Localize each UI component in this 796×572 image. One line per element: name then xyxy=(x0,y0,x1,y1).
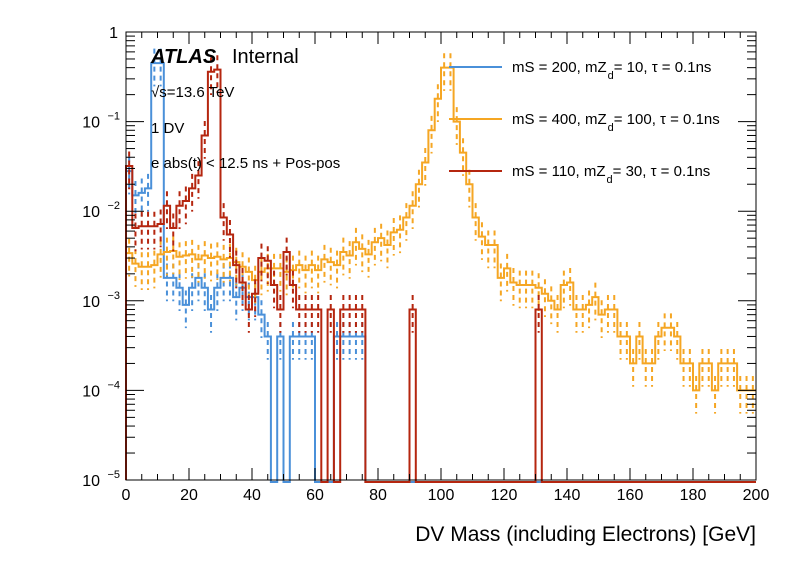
y-tick-exponent: −5 xyxy=(107,469,120,481)
legend-label: mS = 110, mZ xyxy=(512,163,606,180)
atlas-label: ATLAS xyxy=(150,46,217,68)
legend-label-subscript: d xyxy=(608,70,614,82)
legend-label-tail: = 30, τ = 0.1ns xyxy=(613,163,711,180)
selection-label-1: 1 DV xyxy=(151,120,184,137)
y-tick-exponent: −1 xyxy=(107,111,120,123)
selection-label-2: e abs(t) < 12.5 ns + Pos-pos xyxy=(151,155,340,172)
histogram-line xyxy=(125,68,756,483)
energy-label: √s=13.6 TeV xyxy=(151,84,234,101)
x-tick-label: 160 xyxy=(617,487,644,504)
x-tick-label: 0 xyxy=(122,487,131,504)
legend-label-tail: = 100, τ = 0.1ns xyxy=(614,111,720,128)
legend-label-subscript: d xyxy=(607,174,613,186)
legend-label: mS = 200, mZ xyxy=(512,59,607,76)
x-tick-label: 80 xyxy=(369,487,387,504)
series-layer xyxy=(125,48,756,483)
y-tick-label: 10 xyxy=(82,294,100,311)
y-tick-label: 1 xyxy=(109,25,118,42)
x-tick-label: 20 xyxy=(180,487,198,504)
y-tick-label: 10 xyxy=(82,383,100,400)
y-tick-labels: 1 10 −1 10 −2 10 −3 10 −4 10 −5 xyxy=(82,25,120,490)
legend-entry: mS = 110, mZ d = 30, τ = 0.1ns xyxy=(449,163,710,186)
x-tick-label: 200 xyxy=(743,487,770,504)
x-tick-label: 180 xyxy=(680,487,707,504)
y-tick-label: 10 xyxy=(82,473,100,490)
y-tick-exponent: −4 xyxy=(107,379,120,391)
histogram-line xyxy=(125,66,756,480)
y-tick-exponent: −3 xyxy=(107,290,120,302)
ticks-layer xyxy=(125,31,757,481)
legend-label-subscript: d xyxy=(608,122,614,134)
y-tick-label: 10 xyxy=(82,115,100,132)
x-tick-label: 40 xyxy=(243,487,261,504)
x-tick-label: 100 xyxy=(428,487,455,504)
y-tick-exponent: −2 xyxy=(107,200,120,212)
x-tick-label: 120 xyxy=(491,487,518,504)
series-2 xyxy=(125,55,756,483)
y-tick-label: 10 xyxy=(82,204,100,221)
x-tick-label: 60 xyxy=(306,487,324,504)
legend-entry: mS = 200, mZ d = 10, τ = 0.1ns xyxy=(449,59,711,82)
legend-label-tail: = 10, τ = 0.1ns xyxy=(614,59,712,76)
internal-label: Internal xyxy=(232,46,299,68)
x-axis-title: DV Mass (including Electrons) [GeV] xyxy=(415,523,756,546)
x-tick-label: 140 xyxy=(554,487,581,504)
legend-label: mS = 400, mZ xyxy=(512,111,607,128)
legend-entry: mS = 400, mZ d = 100, τ = 0.1ns xyxy=(449,111,720,134)
x-tick-labels: 0 20 40 60 80 100 120 140 160 180 200 xyxy=(122,487,770,504)
